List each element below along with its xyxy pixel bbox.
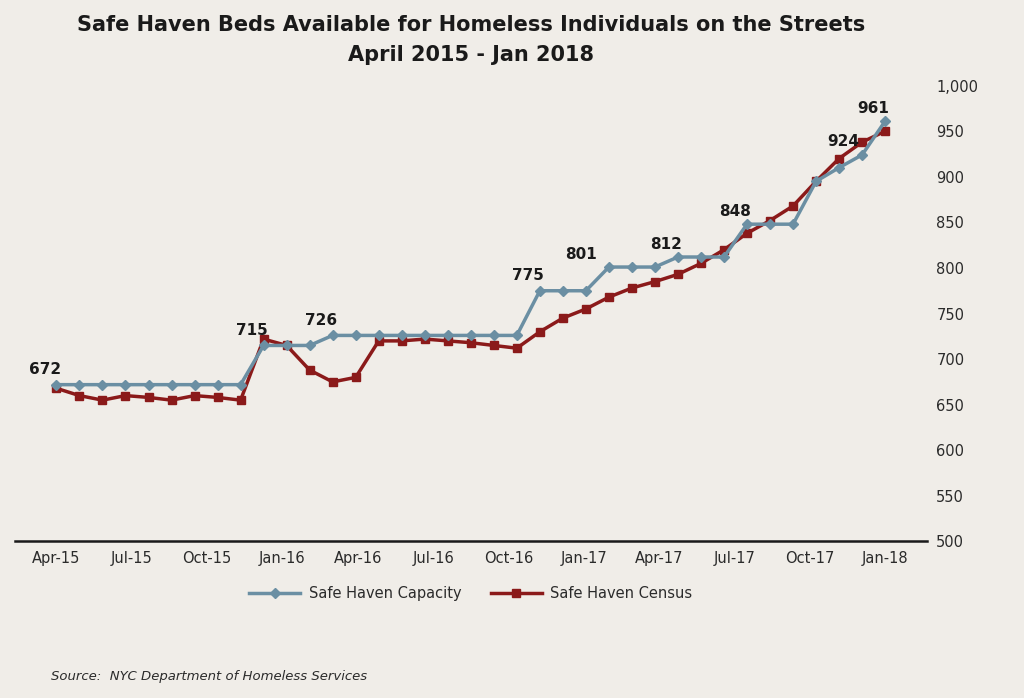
Safe Haven Census <box>166 396 178 404</box>
Safe Haven Capacity <box>327 332 339 340</box>
Safe Haven Census <box>120 392 132 400</box>
Safe Haven Census <box>649 277 662 285</box>
Text: 961: 961 <box>858 101 890 116</box>
Safe Haven Census <box>626 284 638 292</box>
Safe Haven Census <box>557 314 569 322</box>
Safe Haven Census <box>465 339 477 347</box>
Safe Haven Capacity <box>142 380 155 389</box>
Safe Haven Census <box>395 336 408 345</box>
Safe Haven Capacity <box>465 332 477 340</box>
Text: 801: 801 <box>565 246 597 262</box>
Safe Haven Capacity <box>211 380 223 389</box>
Safe Haven Capacity <box>603 263 615 272</box>
Safe Haven Capacity <box>373 332 385 340</box>
Safe Haven Census <box>373 336 385 345</box>
Safe Haven Census <box>786 202 799 210</box>
Safe Haven Census <box>534 327 546 336</box>
Safe Haven Census <box>580 305 592 313</box>
Safe Haven Census <box>833 154 845 163</box>
Safe Haven Census <box>487 341 500 350</box>
Safe Haven Census <box>718 246 730 254</box>
Text: 848: 848 <box>720 204 752 218</box>
Safe Haven Capacity <box>649 263 662 272</box>
Title: Safe Haven Beds Available for Homeless Individuals on the Streets
April 2015 - J: Safe Haven Beds Available for Homeless I… <box>77 15 865 65</box>
Safe Haven Capacity <box>96 380 109 389</box>
Safe Haven Capacity <box>419 332 431 340</box>
Safe Haven Capacity <box>580 287 592 295</box>
Line: Safe Haven Capacity: Safe Haven Capacity <box>52 117 889 389</box>
Safe Haven Census <box>741 229 754 237</box>
Safe Haven Capacity <box>626 263 638 272</box>
Safe Haven Capacity <box>166 380 178 389</box>
Legend: Safe Haven Capacity, Safe Haven Census: Safe Haven Capacity, Safe Haven Census <box>243 581 698 607</box>
Safe Haven Census <box>188 392 201 400</box>
Safe Haven Capacity <box>534 287 546 295</box>
Text: 812: 812 <box>650 237 682 251</box>
Text: 672: 672 <box>29 362 61 378</box>
Safe Haven Census <box>234 396 247 404</box>
Safe Haven Capacity <box>718 253 730 261</box>
Safe Haven Capacity <box>557 287 569 295</box>
Safe Haven Census <box>511 344 523 352</box>
Safe Haven Capacity <box>810 177 822 186</box>
Safe Haven Census <box>879 127 891 135</box>
Safe Haven Census <box>603 293 615 302</box>
Safe Haven Capacity <box>349 332 361 340</box>
Safe Haven Census <box>281 341 293 350</box>
Line: Safe Haven Census: Safe Haven Census <box>52 127 889 404</box>
Safe Haven Capacity <box>856 151 868 159</box>
Safe Haven Capacity <box>303 341 315 350</box>
Safe Haven Census <box>349 373 361 382</box>
Safe Haven Capacity <box>74 380 86 389</box>
Safe Haven Capacity <box>672 253 684 261</box>
Safe Haven Census <box>764 216 776 225</box>
Text: 726: 726 <box>305 313 337 328</box>
Text: 775: 775 <box>512 269 545 283</box>
Safe Haven Capacity <box>786 220 799 228</box>
Safe Haven Capacity <box>234 380 247 389</box>
Safe Haven Capacity <box>50 380 62 389</box>
Safe Haven Census <box>672 270 684 279</box>
Safe Haven Census <box>441 336 454 345</box>
Safe Haven Census <box>142 393 155 401</box>
Safe Haven Capacity <box>281 341 293 350</box>
Text: Source:  NYC Department of Homeless Services: Source: NYC Department of Homeless Servi… <box>51 669 368 683</box>
Safe Haven Census <box>50 384 62 392</box>
Text: 924: 924 <box>827 135 860 149</box>
Safe Haven Capacity <box>741 220 754 228</box>
Safe Haven Capacity <box>833 163 845 172</box>
Safe Haven Capacity <box>879 117 891 126</box>
Safe Haven Capacity <box>441 332 454 340</box>
Safe Haven Census <box>856 138 868 147</box>
Safe Haven Census <box>810 177 822 186</box>
Safe Haven Capacity <box>487 332 500 340</box>
Safe Haven Census <box>211 393 223 401</box>
Text: 715: 715 <box>237 323 268 338</box>
Safe Haven Census <box>695 259 708 267</box>
Safe Haven Capacity <box>511 332 523 340</box>
Safe Haven Capacity <box>120 380 132 389</box>
Safe Haven Census <box>327 378 339 386</box>
Safe Haven Capacity <box>395 332 408 340</box>
Safe Haven Census <box>74 392 86 400</box>
Safe Haven Census <box>303 366 315 374</box>
Safe Haven Census <box>96 396 109 404</box>
Safe Haven Capacity <box>764 220 776 228</box>
Safe Haven Capacity <box>257 341 269 350</box>
Safe Haven Capacity <box>695 253 708 261</box>
Safe Haven Census <box>257 335 269 343</box>
Safe Haven Census <box>419 335 431 343</box>
Safe Haven Capacity <box>188 380 201 389</box>
